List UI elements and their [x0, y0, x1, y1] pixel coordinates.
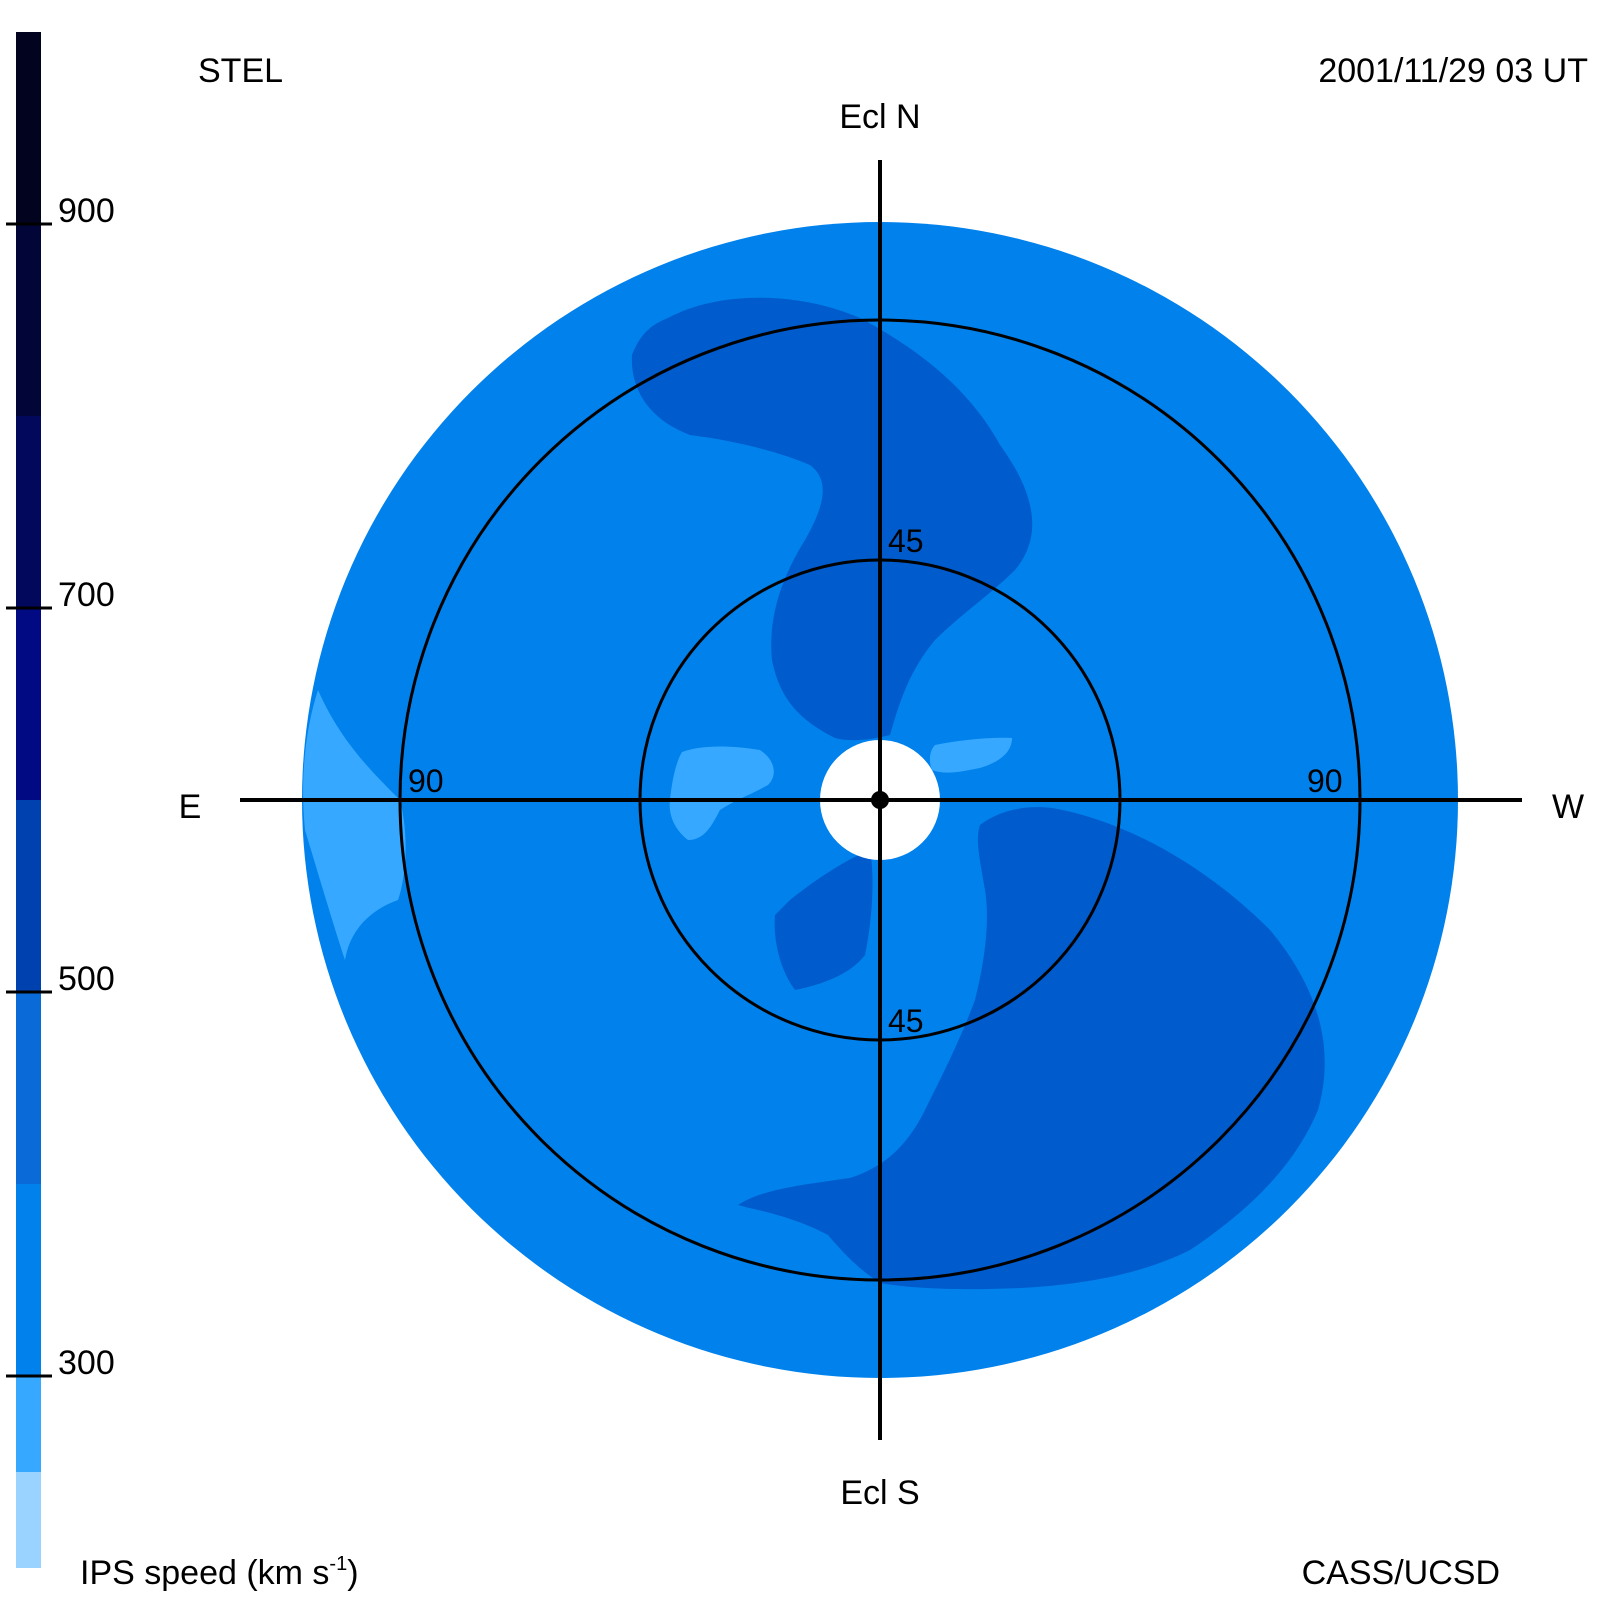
region-east-slow — [303, 690, 406, 960]
ring-label-north-45: 45 — [888, 523, 924, 559]
colorbar-segment-300-400 — [16, 1184, 41, 1376]
colorbar-title-close: ) — [347, 1554, 358, 1592]
datetime-label: 2001/11/29 03 UT — [1318, 52, 1588, 90]
region-north-fast — [631, 297, 1033, 741]
direction-west-label: W — [1552, 788, 1584, 826]
colorbar-segment-700-800 — [16, 416, 41, 608]
region-inner-east-slow — [669, 746, 774, 840]
colorbar-segment-500-600 — [16, 800, 41, 992]
observatory-label: STEL — [198, 52, 283, 90]
colorbar-title: IPS speed (km s-1) — [80, 1553, 359, 1592]
ring-label-west-90: 90 — [1307, 763, 1343, 799]
region-inner-west-slow — [929, 737, 1012, 773]
colorbar-segment-900-1000 — [16, 32, 41, 224]
colorbar — [16, 32, 41, 1568]
colorbar-segment-600-700 — [16, 608, 41, 800]
colorbar-segment-800-900 — [16, 224, 41, 416]
colorbar-segment-400-500 — [16, 992, 41, 1184]
colorbar-segment-200-250 — [16, 1472, 41, 1568]
colorbar-title-exponent: -1 — [329, 1553, 347, 1575]
direction-east-label: E — [179, 788, 202, 826]
colorbar-segment-250-300 — [16, 1376, 41, 1472]
colorbar-ticks: 300 500 700 900 — [6, 192, 115, 1382]
ring-label-east-90: 90 — [408, 763, 444, 799]
direction-north-label: Ecl N — [839, 98, 920, 136]
ring-label-south-45: 45 — [888, 1003, 924, 1039]
credit-label: CASS/UCSD — [1302, 1554, 1500, 1592]
colorbar-tick-label-500: 500 — [58, 960, 115, 998]
colorbar-title-text: IPS speed (km s — [80, 1554, 329, 1592]
region-southwest-fast — [738, 807, 1325, 1290]
direction-south-label: Ecl S — [840, 1474, 919, 1512]
region-south-inner-fast — [774, 850, 873, 990]
colorbar-tick-label-700: 700 — [58, 576, 115, 614]
colorbar-tick-label-900: 900 — [58, 192, 115, 230]
colorbar-tick-label-300: 300 — [58, 1344, 115, 1382]
